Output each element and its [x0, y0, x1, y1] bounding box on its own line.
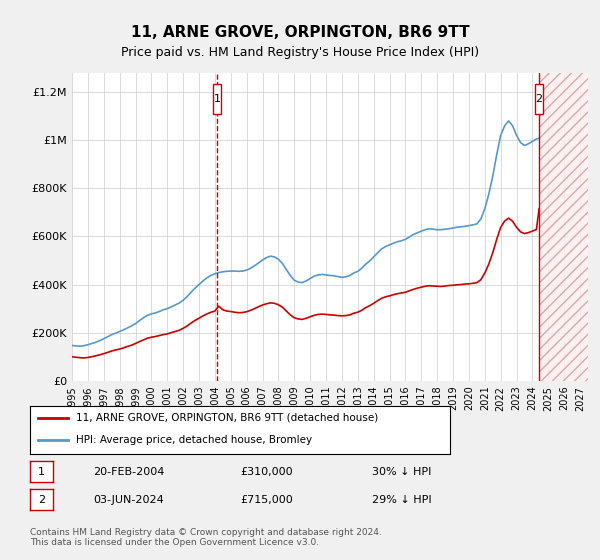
FancyBboxPatch shape: [212, 83, 221, 114]
Text: Contains HM Land Registry data © Crown copyright and database right 2024.
This d: Contains HM Land Registry data © Crown c…: [30, 528, 382, 547]
Text: HPI: Average price, detached house, Bromley: HPI: Average price, detached house, Brom…: [76, 435, 313, 445]
Text: 03-JUN-2024: 03-JUN-2024: [93, 494, 164, 505]
Text: 1: 1: [214, 94, 220, 104]
Text: £310,000: £310,000: [240, 466, 293, 477]
Text: 11, ARNE GROVE, ORPINGTON, BR6 9TT (detached house): 11, ARNE GROVE, ORPINGTON, BR6 9TT (deta…: [76, 413, 379, 423]
Text: 2: 2: [536, 94, 542, 104]
Text: 1: 1: [38, 466, 45, 477]
Text: 11, ARNE GROVE, ORPINGTON, BR6 9TT: 11, ARNE GROVE, ORPINGTON, BR6 9TT: [131, 25, 469, 40]
Text: 2: 2: [38, 494, 45, 505]
FancyBboxPatch shape: [535, 83, 544, 114]
Text: Price paid vs. HM Land Registry's House Price Index (HPI): Price paid vs. HM Land Registry's House …: [121, 46, 479, 59]
Text: £715,000: £715,000: [240, 494, 293, 505]
Text: 29% ↓ HPI: 29% ↓ HPI: [372, 494, 431, 505]
Text: 20-FEB-2004: 20-FEB-2004: [93, 466, 164, 477]
Text: 30% ↓ HPI: 30% ↓ HPI: [372, 466, 431, 477]
Bar: [539, 73, 588, 381]
